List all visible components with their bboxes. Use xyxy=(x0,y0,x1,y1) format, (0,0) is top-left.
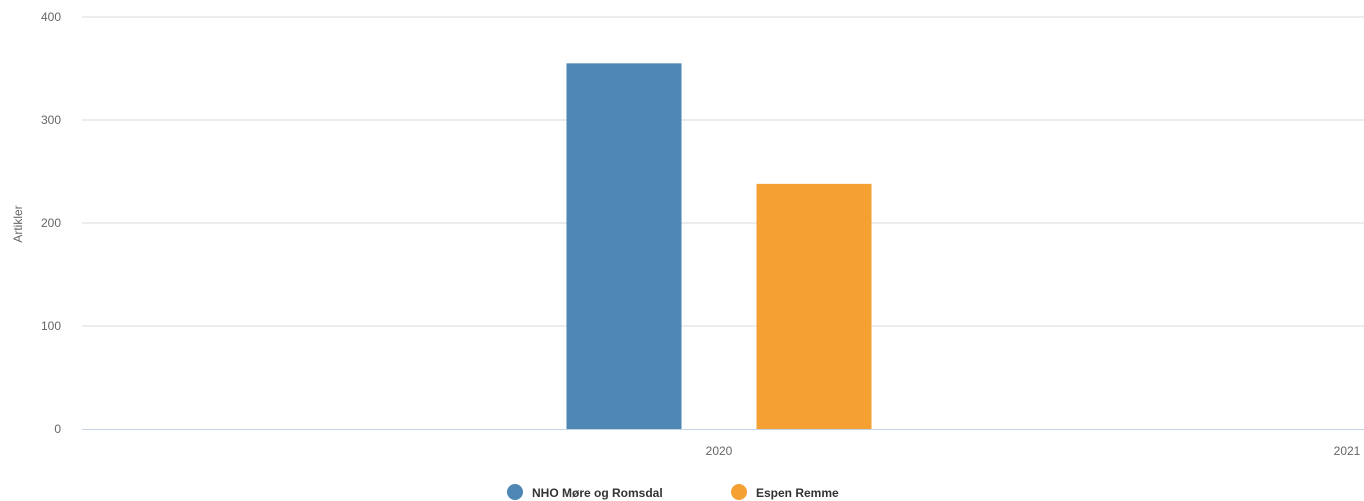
bars xyxy=(566,63,872,429)
legend-label: Espen Remme xyxy=(756,486,839,500)
legend-item[interactable]: Espen Remme xyxy=(731,484,839,500)
y-tick-label: 0 xyxy=(54,422,61,436)
x-tick-label: 2020 xyxy=(706,444,733,458)
bar-nho-m-re-og-romsdal-2020[interactable] xyxy=(566,63,682,429)
legend-marker xyxy=(731,484,747,500)
bar-espen-remme-2020[interactable] xyxy=(756,183,872,429)
y-tick-label: 100 xyxy=(41,319,61,333)
y-tick-label: 400 xyxy=(41,10,61,24)
y-axis-title: Artikler xyxy=(11,205,25,242)
y-axis-ticks: 0 100 200 300 400 xyxy=(41,10,61,436)
legend: NHO Møre og Romsdal Espen Remme xyxy=(507,484,839,500)
y-tick-label: 200 xyxy=(41,216,61,230)
x-tick-label: 2021 xyxy=(1334,444,1361,458)
legend-label: NHO Møre og Romsdal xyxy=(532,486,663,500)
y-tick-label: 300 xyxy=(41,113,61,127)
legend-item[interactable]: NHO Møre og Romsdal xyxy=(507,484,663,500)
legend-marker xyxy=(507,484,523,500)
x-axis-ticks: 2020 2021 xyxy=(706,444,1361,458)
gridlines xyxy=(82,16,1364,327)
